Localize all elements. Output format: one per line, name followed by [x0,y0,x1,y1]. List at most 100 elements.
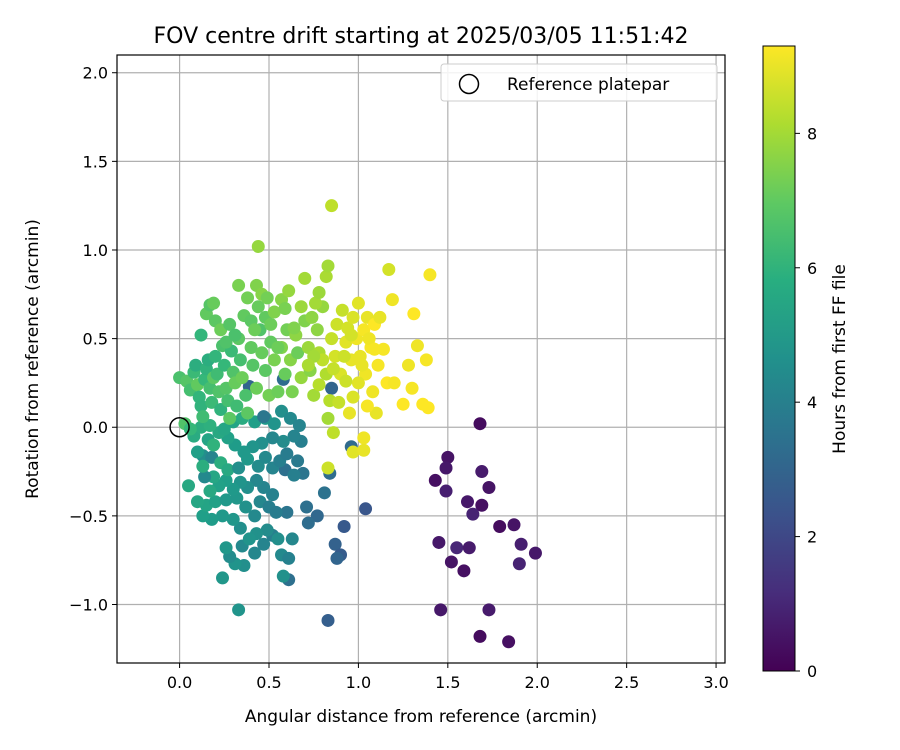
data-point [232,278,246,292]
colorbar-tick-label: 8 [807,124,817,143]
data-point [283,411,297,425]
colorbar-gradient [762,45,796,672]
data-point [251,459,265,473]
data-point [366,385,380,399]
data-point [419,353,433,367]
x-axis-ticks: 0.0 0.5 1.0 1.5 2.0 2.5 3.0 [167,663,729,692]
data-point [205,395,219,409]
data-point [233,521,247,535]
data-point [228,328,242,342]
data-point [271,532,285,546]
data-point [203,484,217,498]
data-point [244,340,258,354]
data-point [405,381,419,395]
y-axis-label: Rotation from reference (arcmin) [23,219,43,499]
data-point [287,321,301,335]
data-point [357,431,371,445]
data-point [239,388,253,402]
data-point [287,468,301,482]
data-point [282,284,296,298]
data-point [264,317,278,331]
data-point [221,463,235,477]
data-point [203,418,217,432]
data-point [271,340,285,354]
data-point [251,239,265,253]
data-point [346,445,360,459]
data-point [255,346,269,360]
data-point [307,388,321,402]
data-point [269,505,283,519]
y-tick-label: 0.0 [83,418,108,437]
data-point [249,473,263,487]
data-point [207,470,221,484]
data-point [337,349,351,363]
data-point [267,353,281,367]
data-point [450,541,464,555]
colorbar-tick-label: 2 [807,528,817,547]
data-point [319,270,333,284]
x-tick-label: 3.0 [703,673,728,692]
data-point [257,537,271,551]
colorbar-label: Hours from first FF file [830,264,850,454]
y-tick-label: 1.0 [83,241,108,260]
data-point [266,431,280,445]
data-point [248,546,262,560]
data-point [301,516,315,530]
data-point [482,481,496,495]
data-point [217,358,231,372]
data-point [267,305,281,319]
data-point [312,286,326,300]
data-point [460,495,474,509]
data-point [251,300,265,314]
data-point [278,367,292,381]
data-point [208,495,222,509]
data-point [237,445,251,459]
data-point [325,381,339,395]
data-point [226,482,240,496]
data-point [242,532,256,546]
data-point [207,438,221,452]
data-point [371,358,385,372]
data-point [423,268,437,282]
data-point [321,461,335,475]
data-point [275,404,289,418]
data-point [355,358,369,372]
data-point [292,418,306,432]
data-point [258,450,272,464]
scatter-points [173,199,542,649]
data-point [196,459,210,473]
data-point [301,358,315,372]
data-point [410,339,424,353]
data-point [441,450,455,464]
data-point [190,495,204,509]
data-point [248,509,262,523]
data-point [368,342,382,356]
legend-marker-open-circle [458,73,480,95]
data-point [387,376,401,390]
data-point [189,358,203,372]
data-point [248,323,262,337]
y-axis-ticks: −1.0 −0.5 0.0 0.5 1.0 1.5 2.0 [69,64,117,615]
data-point [339,374,353,388]
data-point [308,296,322,310]
data-point [194,328,208,342]
data-point [351,296,365,310]
data-point [241,291,255,305]
data-point [373,310,387,324]
data-point [317,486,331,500]
y-tick-label: 0.5 [83,330,108,349]
data-point [182,479,196,493]
data-point [344,328,358,342]
data-point [282,551,296,565]
data-point [214,403,228,417]
data-point [439,461,453,475]
y-tick-label: −0.5 [69,507,108,526]
data-point [407,307,421,321]
y-tick-label: 2.0 [83,64,108,83]
data-point [305,310,319,324]
data-point [260,291,274,305]
data-point [210,367,224,381]
data-point [310,509,324,523]
chart-title: FOV centre drift starting at 2025/03/05 … [154,24,689,49]
data-point [346,390,360,404]
